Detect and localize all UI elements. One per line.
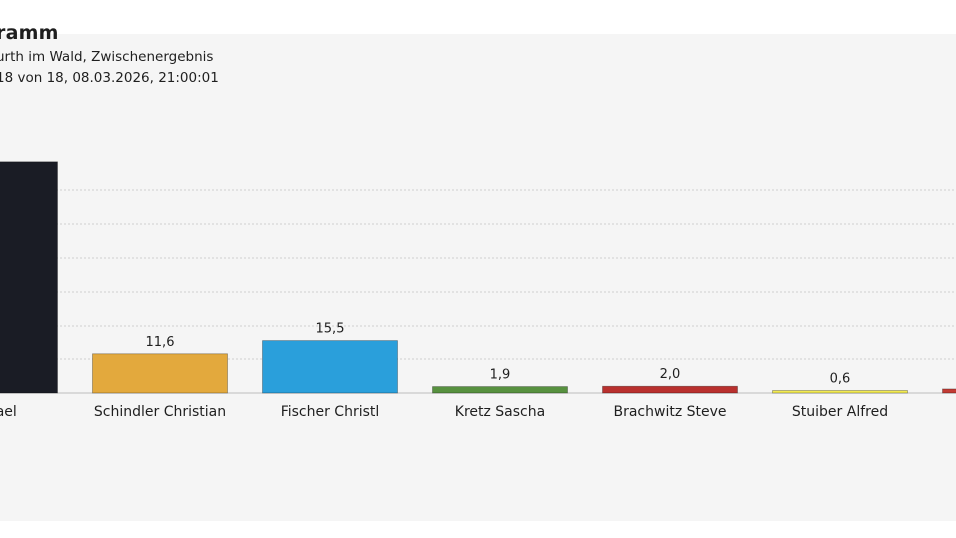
value-label: 11,6	[146, 335, 175, 350]
bar	[0, 161, 58, 394]
category-label: Kretz Sascha	[455, 404, 545, 420]
category-label: Stuiber Alfred	[792, 404, 888, 420]
value-label: 2,0	[660, 367, 681, 382]
category-label: Michael	[0, 404, 17, 420]
bar	[942, 388, 956, 394]
value-label: 1,9	[490, 368, 511, 383]
category-label: Fischer Christl	[281, 404, 380, 420]
bar	[432, 386, 568, 394]
category-label: Brachwitz Steve	[613, 404, 726, 420]
bar	[262, 340, 398, 394]
bar	[92, 353, 228, 394]
category-label: Schindler Christian	[94, 404, 226, 420]
gridlines	[0, 189, 956, 394]
value-labels: 11,6 15,5 1,9 2,0 0,6	[146, 322, 851, 387]
chart-subtitle: urth im Wald, Zwischenergebnis	[0, 49, 214, 65]
bar	[772, 390, 908, 394]
value-label: 0,6	[830, 372, 851, 387]
value-label: 15,5	[316, 322, 345, 337]
category-labels: Michael Schindler Christian Fischer Christ…	[0, 404, 888, 420]
count-status: 18 von 18, 08.03.2026, 21:00:01	[0, 70, 219, 86]
bars	[0, 161, 956, 394]
chart-panel	[0, 34, 956, 521]
bar	[602, 385, 738, 394]
chart-title: ramm	[0, 22, 59, 44]
